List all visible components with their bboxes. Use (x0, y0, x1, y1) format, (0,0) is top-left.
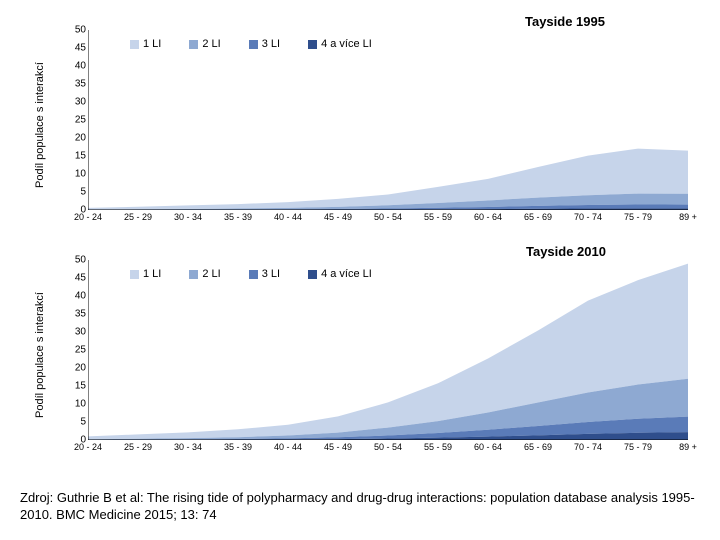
x-tick-label: 30 - 34 (174, 442, 202, 452)
x-tick-label: 25 - 29 (124, 442, 152, 452)
y-tick-label: 45 (58, 273, 86, 284)
y-tick-label: 20 (58, 133, 86, 144)
x-tick-label: 35 - 39 (224, 212, 252, 222)
x-tick-label: 50 - 54 (374, 212, 402, 222)
x-tick-label: 40 - 44 (274, 212, 302, 222)
x-tick-label: 55 - 59 (424, 212, 452, 222)
chart-title: Tayside 1995 (525, 14, 605, 29)
y-tick-label: 10 (58, 169, 86, 180)
x-tick-label: 89 + (679, 212, 697, 222)
plot-area (88, 260, 688, 440)
x-tick-label: 89 + (679, 442, 697, 452)
x-tick-label: 55 - 59 (424, 442, 452, 452)
y-tick-label: 45 (58, 43, 86, 54)
y-tick-label: 40 (58, 61, 86, 72)
y-tick-label: 10 (58, 399, 86, 410)
chart-tayside-2010: Tayside 2010 Podíl populace s interakcí … (20, 240, 700, 470)
y-tick-label: 20 (58, 363, 86, 374)
chart-title: Tayside 2010 (526, 244, 606, 259)
x-ticks: 20 - 2425 - 2930 - 3435 - 3940 - 4445 - … (88, 442, 688, 458)
y-tick-label: 25 (58, 345, 86, 356)
y-tick-label: 35 (58, 79, 86, 90)
y-axis-label: Podíl populace s interakcí (34, 292, 46, 418)
x-tick-label: 60 - 64 (474, 212, 502, 222)
x-tick-label: 75 - 79 (624, 212, 652, 222)
y-tick-label: 25 (58, 115, 86, 126)
y-tick-label: 15 (58, 381, 86, 392)
x-tick-label: 35 - 39 (224, 442, 252, 452)
x-tick-label: 30 - 34 (174, 212, 202, 222)
x-tick-label: 45 - 49 (324, 442, 352, 452)
y-tick-label: 30 (58, 97, 86, 108)
y-tick-label: 5 (58, 187, 86, 198)
x-tick-label: 40 - 44 (274, 442, 302, 452)
y-tick-label: 50 (58, 25, 86, 36)
y-tick-label: 50 (58, 255, 86, 266)
x-tick-label: 70 - 74 (574, 442, 602, 452)
y-axis-label: Podíl populace s interakcí (34, 62, 46, 188)
y-ticks: 05101520253035404550 (58, 30, 86, 210)
y-tick-label: 5 (58, 417, 86, 428)
y-tick-label: 35 (58, 309, 86, 320)
x-tick-label: 45 - 49 (324, 212, 352, 222)
source-citation: Zdroj: Guthrie B et al: The rising tide … (20, 490, 700, 524)
x-tick-label: 75 - 79 (624, 442, 652, 452)
page-root: Tayside 1995 Podíl populace s interakcí … (0, 0, 720, 540)
x-tick-label: 65 - 69 (524, 212, 552, 222)
x-ticks: 20 - 2425 - 2930 - 3435 - 3940 - 4445 - … (88, 212, 688, 228)
plot-area (88, 30, 688, 210)
x-tick-label: 50 - 54 (374, 442, 402, 452)
x-tick-label: 20 - 24 (74, 212, 102, 222)
x-tick-label: 25 - 29 (124, 212, 152, 222)
x-tick-label: 65 - 69 (524, 442, 552, 452)
y-ticks: 05101520253035404550 (58, 260, 86, 440)
y-tick-label: 15 (58, 151, 86, 162)
x-tick-label: 60 - 64 (474, 442, 502, 452)
y-tick-label: 30 (58, 327, 86, 338)
chart-tayside-1995: Tayside 1995 Podíl populace s interakcí … (20, 10, 700, 240)
x-tick-label: 20 - 24 (74, 442, 102, 452)
y-tick-label: 40 (58, 291, 86, 302)
x-tick-label: 70 - 74 (574, 212, 602, 222)
